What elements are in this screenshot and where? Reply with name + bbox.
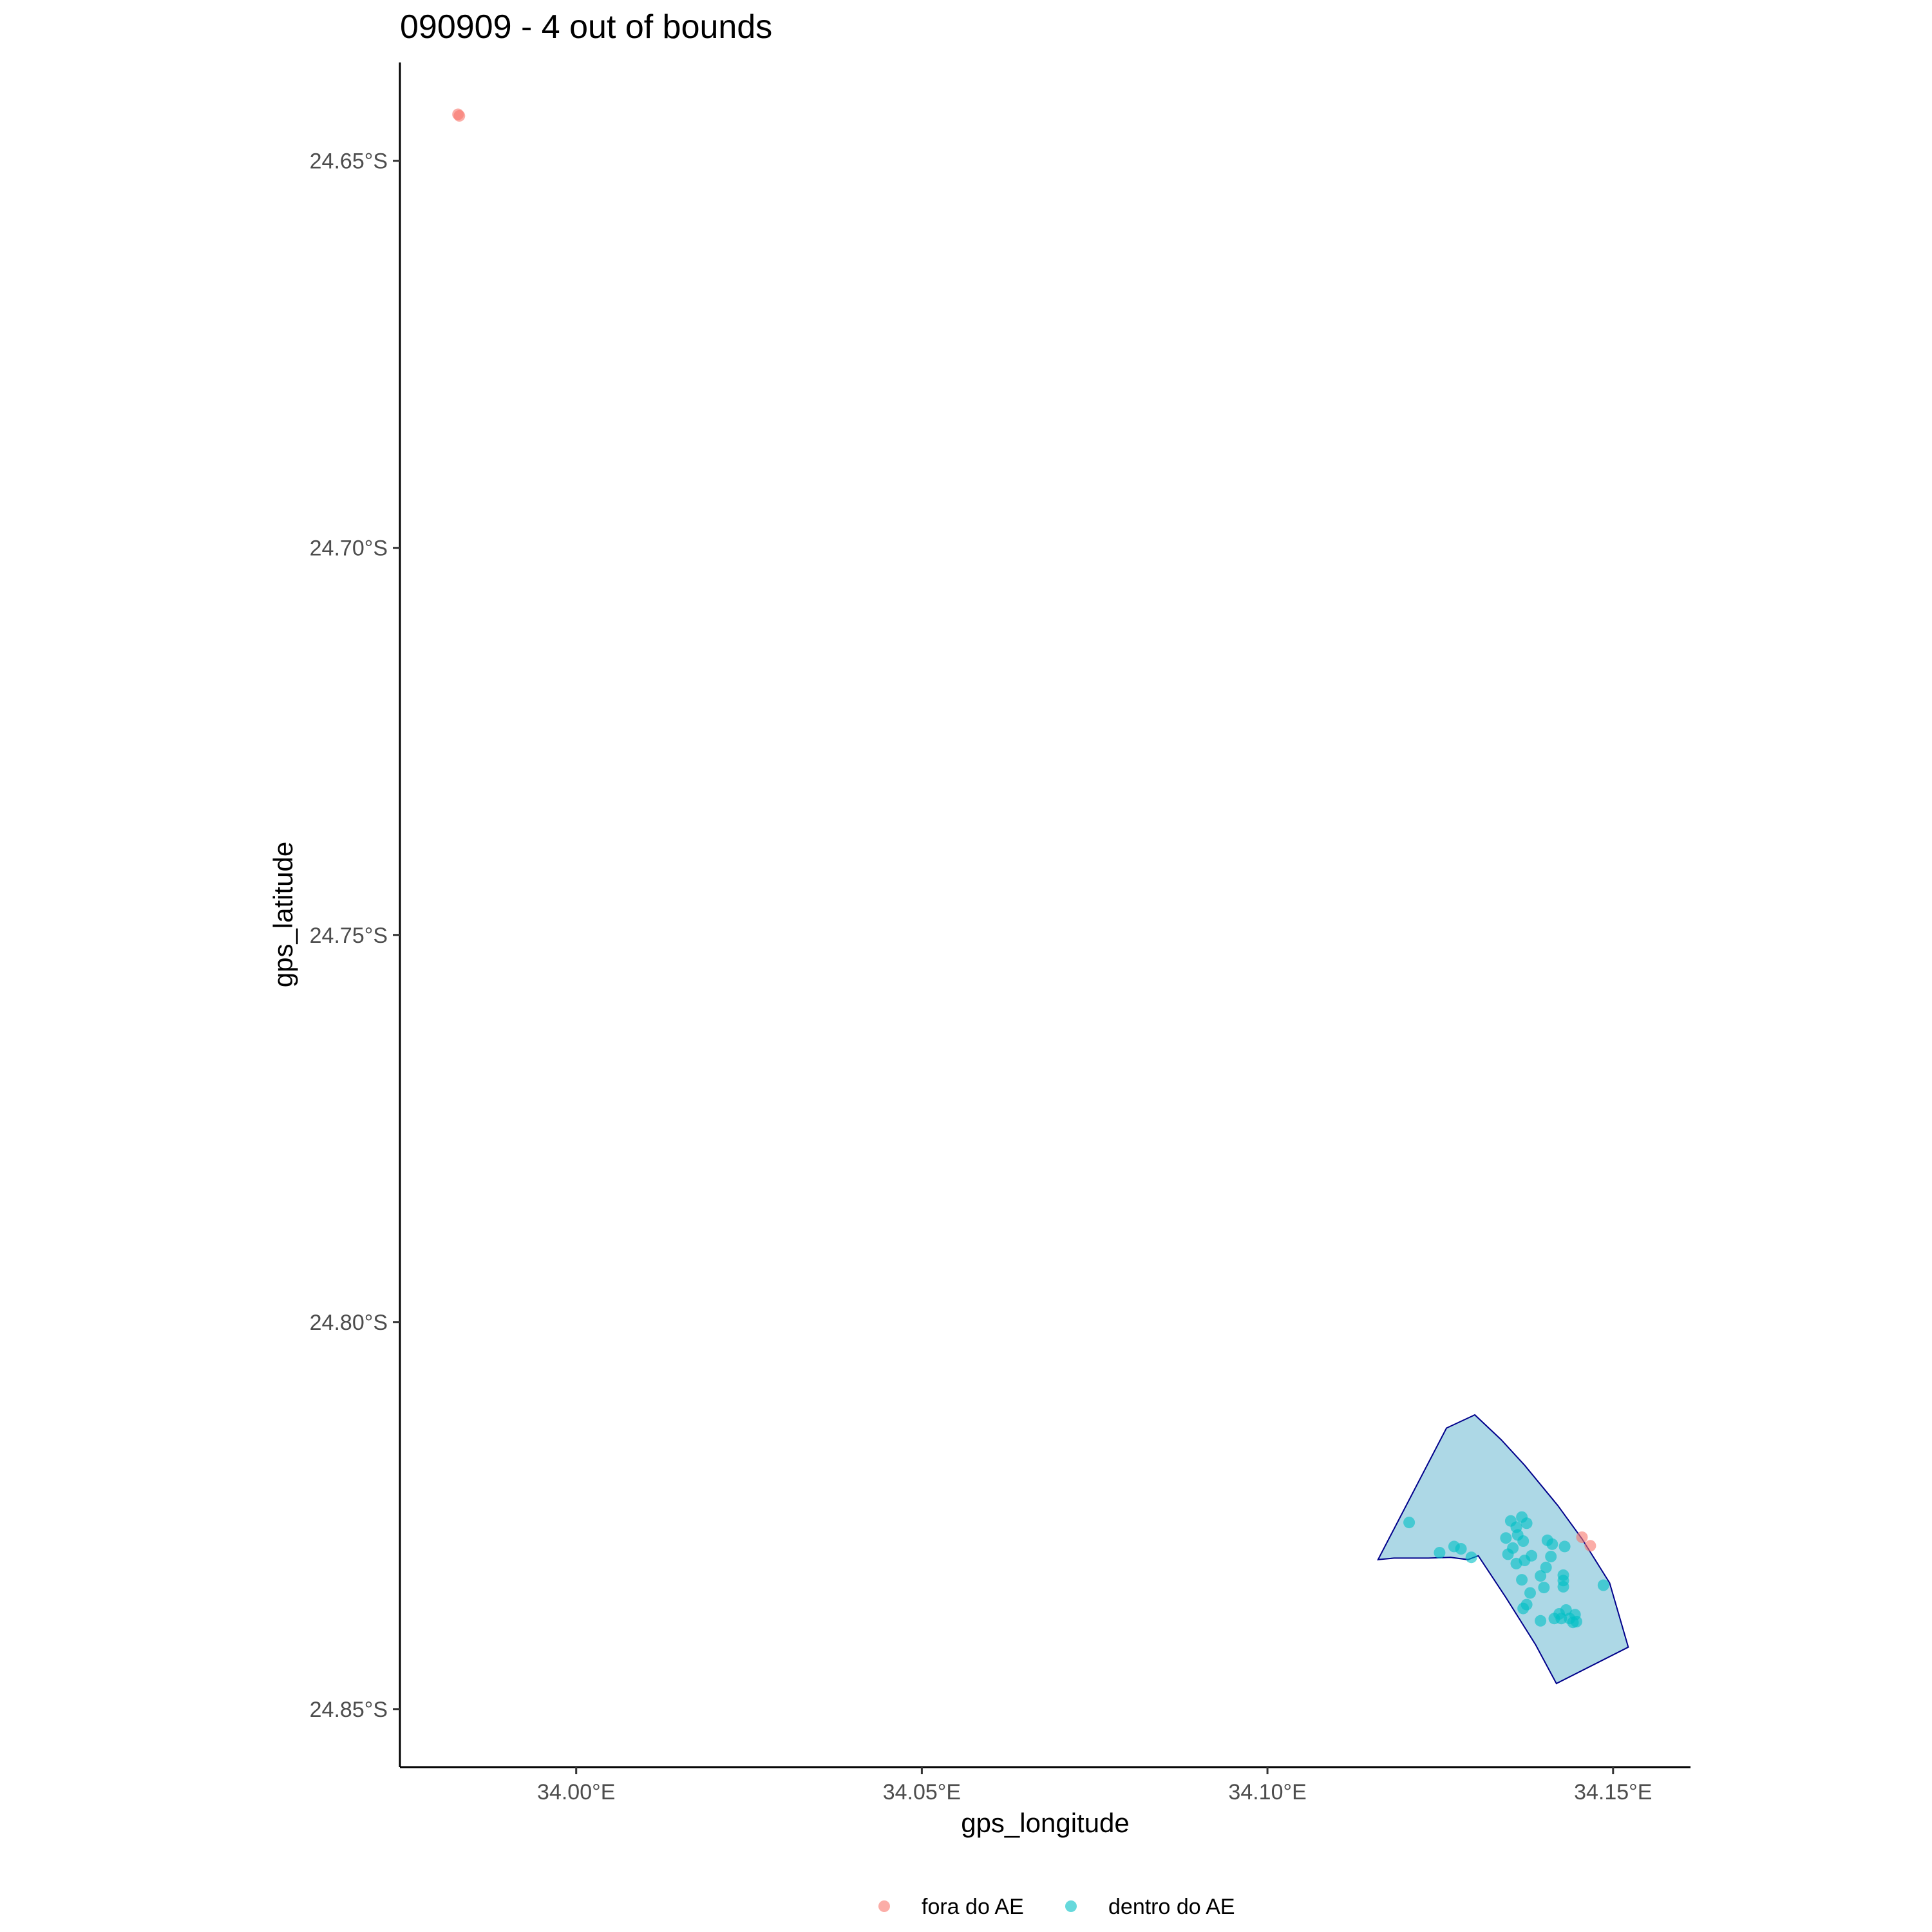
- y-tick-label-2: 24.75°S: [310, 923, 388, 948]
- y-tick-label-1: 24.70°S: [310, 536, 388, 561]
- x-axis-ticks: 34.00°E 34.05°E 34.10°E 34.15°E: [537, 1767, 1652, 1804]
- point-series-1-21: [1545, 1551, 1557, 1562]
- y-tick-label-3: 24.80°S: [310, 1311, 388, 1335]
- point-series-1-20: [1558, 1540, 1571, 1553]
- y-tick-label-4: 24.85°S: [310, 1698, 388, 1722]
- legend-key-1: [1065, 1900, 1077, 1912]
- point-series-1-5: [1500, 1532, 1512, 1544]
- legend-label-1: dentro do AE: [1108, 1895, 1235, 1919]
- point-series-1-39: [1557, 1569, 1569, 1581]
- y-axis-title: gps_latitude: [268, 842, 298, 988]
- point-series-1-25: [1524, 1587, 1536, 1599]
- point-series-1-40: [1597, 1579, 1609, 1591]
- legend: fora do AE dentro do AE: [878, 1895, 1235, 1919]
- point-series-1-16: [1510, 1557, 1522, 1569]
- legend-label-0: fora do AE: [922, 1895, 1024, 1919]
- point-series-1-24: [1538, 1582, 1550, 1594]
- point-series-1-36: [1570, 1616, 1582, 1627]
- point-series-0-1: [453, 109, 466, 122]
- point-series-0-3: [1584, 1540, 1596, 1552]
- x-tick-label-1: 34.05°E: [883, 1780, 961, 1804]
- chart-title: 090909 - 4 out of bounds: [400, 8, 772, 46]
- point-series-1-23: [1535, 1570, 1547, 1582]
- point-series-1-38: [1557, 1580, 1569, 1593]
- point-series-1-1: [1434, 1547, 1446, 1558]
- point-series-1-4: [1465, 1551, 1477, 1564]
- point-series-1-3: [1455, 1543, 1467, 1555]
- plot-panel: [452, 108, 1629, 1685]
- point-series-1-13: [1502, 1548, 1514, 1560]
- point-series-0-2: [1576, 1531, 1588, 1543]
- point-series-1-15: [1526, 1549, 1538, 1562]
- x-tick-label-2: 34.10°E: [1228, 1780, 1306, 1804]
- point-series-1-22: [1540, 1561, 1552, 1573]
- point-series-1-28: [1535, 1615, 1547, 1627]
- y-tick-label-0: 24.65°S: [310, 149, 388, 174]
- x-tick-label-3: 34.15°E: [1574, 1780, 1652, 1804]
- x-axis-title: gps_longitude: [961, 1808, 1130, 1838]
- point-series-1-9: [1520, 1517, 1533, 1530]
- x-tick-label-0: 34.00°E: [537, 1780, 615, 1804]
- legend-key-0: [878, 1900, 890, 1912]
- point-series-1-19: [1546, 1538, 1558, 1550]
- point-series-1-17: [1516, 1574, 1528, 1586]
- point-series-1-27: [1520, 1598, 1533, 1611]
- y-axis-ticks: 24.65°S 24.70°S 24.75°S 24.80°S 24.85°S: [310, 149, 400, 1722]
- point-series-1-31: [1555, 1613, 1567, 1625]
- point-series-1-0: [1403, 1517, 1416, 1529]
- point-series-1-11: [1517, 1535, 1530, 1547]
